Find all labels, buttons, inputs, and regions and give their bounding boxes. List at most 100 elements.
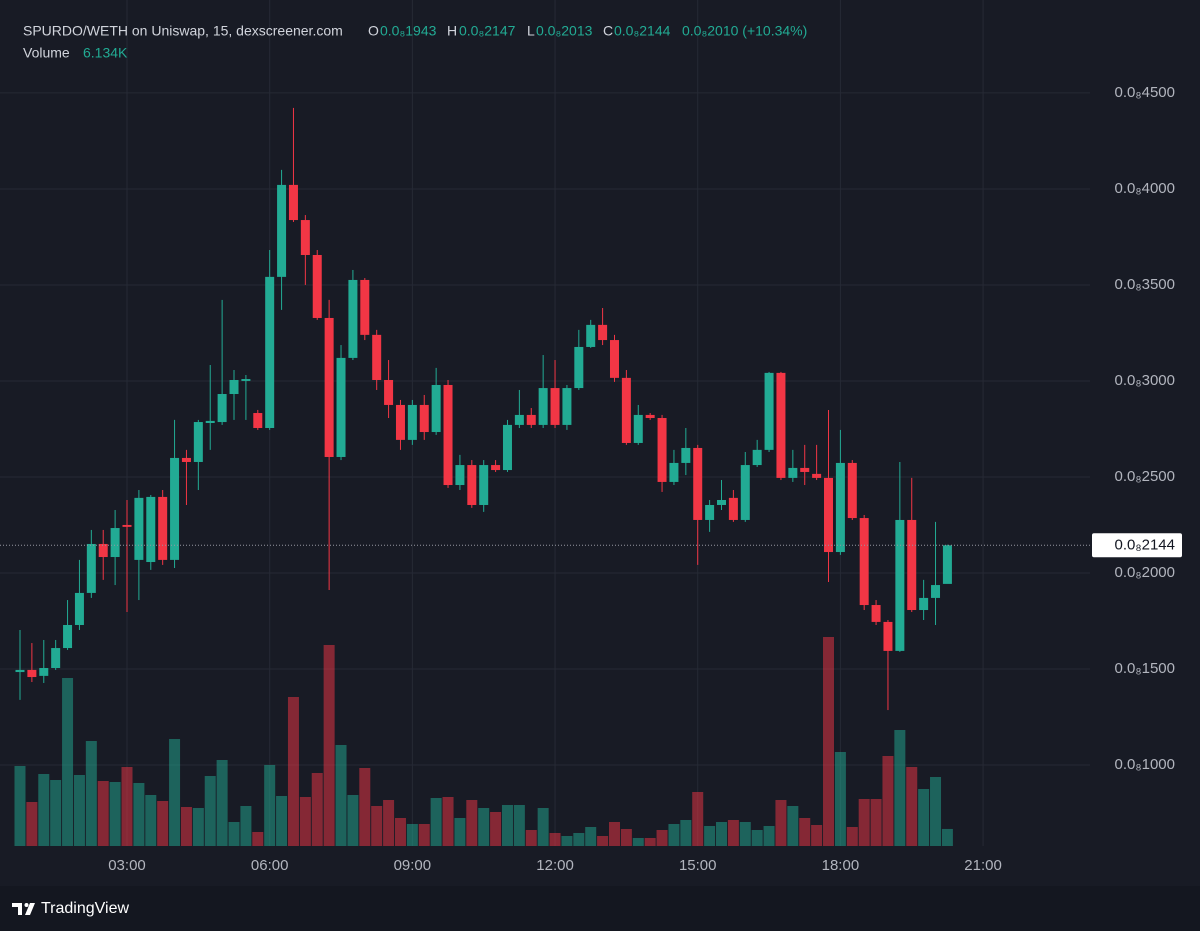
candle-body — [15, 669, 25, 673]
volume-bar — [133, 783, 145, 846]
volume-bar — [585, 827, 597, 846]
volume-bar — [97, 781, 109, 846]
candle-body — [146, 496, 156, 563]
candle-body — [407, 404, 417, 440]
y-tick-label: 0.0₈3000 — [1115, 372, 1175, 389]
volume-bar — [608, 822, 620, 846]
volume-bar — [50, 780, 62, 846]
candle-body — [514, 414, 524, 425]
candle-body — [502, 424, 512, 471]
candle-body — [645, 414, 655, 419]
volume-bar — [14, 766, 26, 846]
candle-body — [312, 254, 322, 318]
candle-body — [300, 220, 310, 255]
candle-body — [598, 324, 608, 341]
volume-bar — [323, 645, 335, 846]
candle-body — [360, 279, 370, 335]
volume-bar — [347, 795, 359, 846]
candle-body — [669, 462, 679, 482]
volume-bar — [882, 756, 894, 846]
legend-c-label: C — [603, 23, 613, 39]
candle-body — [538, 388, 548, 425]
volume-bar — [442, 797, 454, 846]
legend-change: 0.0₈2010 (+10.34%) — [682, 23, 807, 39]
volume-bar — [85, 741, 97, 846]
candle-body — [181, 457, 191, 462]
volume-bar — [525, 830, 537, 846]
volume-bar — [240, 806, 252, 846]
candle-body — [609, 340, 619, 378]
x-tick-label: 12:00 — [536, 857, 574, 874]
candle-body — [265, 276, 275, 428]
volume-bar — [383, 800, 395, 846]
candle-body — [74, 592, 84, 625]
volume-bar — [466, 800, 478, 846]
candle-body — [229, 379, 239, 395]
candle-body — [110, 528, 120, 558]
volume-bar — [751, 830, 763, 846]
volume-bar — [264, 765, 276, 846]
volume-bar — [299, 797, 311, 846]
candle-body — [824, 477, 834, 553]
candle-body — [122, 524, 132, 527]
volume-bar — [894, 730, 906, 846]
candle-body — [812, 473, 822, 478]
volume-bar — [870, 799, 882, 846]
volume-bar — [846, 827, 858, 846]
volume-bar — [716, 822, 727, 846]
legend-h-label: H — [447, 23, 457, 39]
candle-body — [455, 465, 465, 486]
volume-bar — [549, 833, 561, 846]
candle-body — [871, 605, 881, 622]
volume-label: Volume — [23, 45, 70, 61]
volume-bar — [739, 822, 751, 846]
logo-dot — [24, 903, 29, 907]
candle-body — [942, 545, 952, 584]
volume-value: 6.134K — [83, 45, 128, 61]
volume-bar — [121, 767, 133, 846]
volume-bar — [620, 829, 632, 846]
legend-close: 0.0₈2144 — [614, 23, 671, 39]
candle-body — [919, 597, 929, 611]
volume-bar — [775, 800, 787, 846]
x-tick-label: 09:00 — [394, 857, 432, 874]
volume-layer — [14, 637, 953, 846]
candle-body — [372, 334, 382, 380]
candle-body — [800, 467, 810, 472]
candle-body — [217, 394, 227, 423]
volume-bar — [311, 773, 323, 846]
brand: TradingView — [41, 900, 129, 917]
legend-low: 0.0₈2013 — [536, 23, 593, 39]
candle-body — [467, 465, 477, 505]
volume-bar — [941, 828, 953, 846]
x-tick-label: 06:00 — [251, 857, 289, 874]
volume-bar — [692, 792, 704, 846]
volume-bar — [906, 767, 918, 846]
volume-bar — [680, 820, 692, 846]
volume-bar — [632, 838, 644, 846]
candle-body — [586, 324, 596, 347]
candle-body — [479, 465, 489, 505]
volume-bar — [335, 745, 347, 846]
volume-bar — [799, 818, 811, 846]
candle-body — [776, 372, 786, 478]
last-price-box — [1092, 533, 1182, 558]
x-tick-label: 18:00 — [822, 857, 860, 874]
volume-bar — [145, 795, 157, 846]
candle-body — [717, 499, 726, 505]
volume-bar — [561, 836, 573, 846]
candle-body — [51, 648, 61, 669]
y-tick-label: 0.0₈4500 — [1115, 84, 1175, 101]
candle-body — [241, 379, 251, 381]
candle-body — [895, 519, 905, 651]
candle-body — [633, 414, 643, 443]
candle-body — [443, 384, 453, 486]
volume-bar — [157, 801, 169, 846]
volume-bar — [811, 825, 823, 846]
candle-body — [526, 414, 536, 425]
x-tick-label: 15:00 — [679, 857, 717, 874]
candle-body — [764, 372, 774, 450]
volume-bar — [38, 774, 50, 846]
candle-body — [681, 447, 691, 463]
